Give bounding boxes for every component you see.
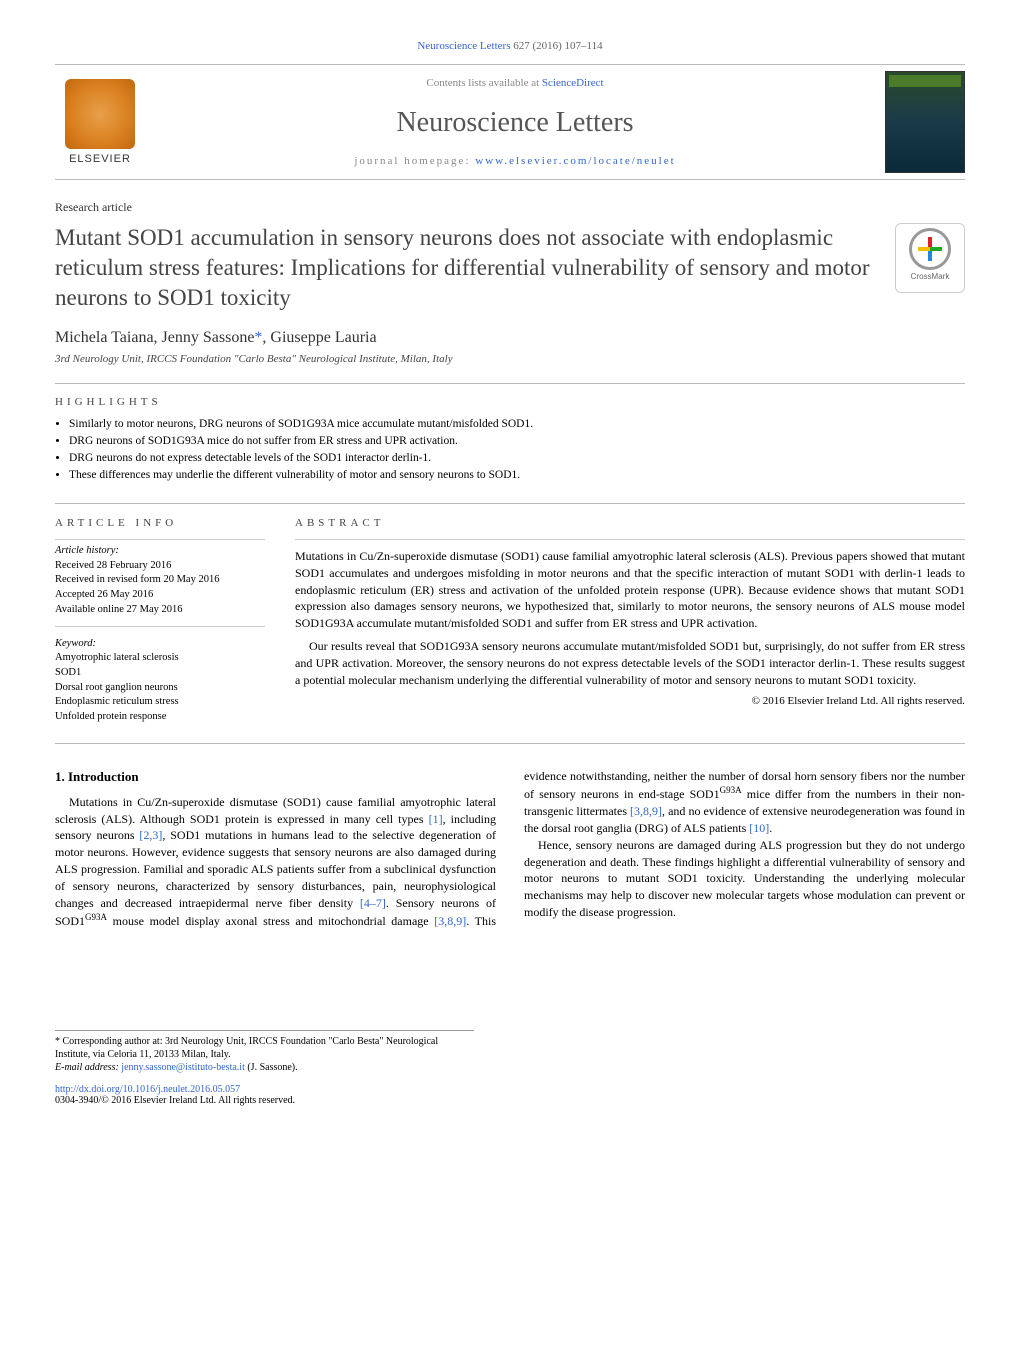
keyword: Unfolded protein response [55, 710, 265, 725]
publisher-name: ELSEVIER [69, 153, 131, 165]
body-text-columns: 1. Introduction Mutations in Cu/Zn-super… [55, 768, 965, 931]
email-line: E-mail address: jenny.sassone@istituto-b… [55, 1061, 474, 1074]
journal-homepage-line: journal homepage: www.elsevier.com/locat… [145, 155, 885, 167]
doi-link[interactable]: http://dx.doi.org/10.1016/j.neulet.2016.… [55, 1084, 240, 1095]
authors-line: Michela Taiana, Jenny Sassone*, Giuseppe… [55, 329, 965, 347]
article-info-column: ARTICLE INFO Article history: Received 2… [55, 516, 265, 725]
highlights-list: Similarly to motor neurons, DRG neurons … [55, 416, 965, 485]
publisher-logo: ELSEVIER [55, 72, 145, 172]
author-email-link[interactable]: jenny.sassone@istituto-besta.it [121, 1062, 245, 1073]
citation-link[interactable]: [2,3] [139, 828, 162, 842]
header-journal-link[interactable]: Neuroscience Letters [417, 40, 510, 52]
history-line: Received in revised form 20 May 2016 [55, 573, 265, 588]
elsevier-tree-icon [65, 79, 135, 149]
history-line: Accepted 26 May 2016 [55, 588, 265, 603]
doi-block: http://dx.doi.org/10.1016/j.neulet.2016.… [55, 1084, 474, 1106]
keyword: Dorsal root ganglion neurons [55, 681, 265, 696]
keyword: Amyotrophic lateral sclerosis [55, 651, 265, 666]
history-line: Available online 27 May 2016 [55, 603, 265, 618]
journal-masthead: ELSEVIER Contents lists available at Sci… [55, 64, 965, 180]
history-line: Received 28 February 2016 [55, 559, 265, 574]
article-title: Mutant SOD1 accumulation in sensory neur… [55, 223, 875, 313]
abstract-copyright: © 2016 Elsevier Ireland Ltd. All rights … [295, 694, 965, 709]
sciencedirect-link[interactable]: ScienceDirect [542, 77, 604, 89]
intro-heading: 1. Introduction [55, 768, 496, 786]
footnote-block: * Corresponding author at: 3rd Neurology… [55, 1030, 474, 1074]
highlight-item: Similarly to motor neurons, DRG neurons … [69, 416, 965, 433]
highlight-item: DRG neurons of SOD1G93A mice do not suff… [69, 433, 965, 450]
keyword: SOD1 [55, 666, 265, 681]
article-type: Research article [55, 200, 965, 215]
abstract-column: ABSTRACT Mutations in Cu/Zn-superoxide d… [295, 516, 965, 725]
running-header: Neuroscience Letters 627 (2016) 107–114 [55, 40, 965, 52]
crossmark-badge[interactable]: CrossMark [895, 223, 965, 293]
abstract-label: ABSTRACT [295, 516, 965, 531]
highlight-item: These differences may underlie the diffe… [69, 467, 965, 484]
citation-link[interactable]: [3,8,9] [630, 804, 662, 818]
crossmark-icon [909, 228, 951, 270]
citation-link[interactable]: [4–7] [360, 896, 386, 910]
journal-title: Neuroscience Letters [145, 107, 885, 139]
citation-link[interactable]: [1] [429, 812, 443, 826]
journal-cover-thumbnail [885, 71, 965, 173]
citation-link[interactable]: [3,8,9] [434, 914, 466, 928]
body-paragraph: Hence, sensory neurons are damaged durin… [524, 837, 965, 921]
affiliation: 3rd Neurology Unit, IRCCS Foundation "Ca… [55, 353, 965, 365]
citation-link[interactable]: [10] [749, 821, 769, 835]
article-info-label: ARTICLE INFO [55, 516, 265, 531]
contents-list-line: Contents lists available at ScienceDirec… [145, 77, 885, 89]
abstract-para: Our results reveal that SOD1G93A sensory… [295, 638, 965, 688]
highlights-label: HIGHLIGHTS [55, 396, 965, 408]
abstract-para: Mutations in Cu/Zn-superoxide dismutase … [295, 548, 965, 632]
keyword-label: Keyword: [55, 637, 265, 652]
issn-line: 0304-3940/© 2016 Elsevier Ireland Ltd. A… [55, 1095, 295, 1106]
corresponding-author-note: * Corresponding author at: 3rd Neurology… [55, 1035, 474, 1061]
history-label: Article history: [55, 544, 265, 559]
keyword: Endoplasmic reticulum stress [55, 695, 265, 710]
highlights-section: HIGHLIGHTS Similarly to motor neurons, D… [55, 396, 965, 485]
journal-homepage-link[interactable]: www.elsevier.com/locate/neulet [475, 155, 675, 167]
highlight-item: DRG neurons do not express detectable le… [69, 450, 965, 467]
